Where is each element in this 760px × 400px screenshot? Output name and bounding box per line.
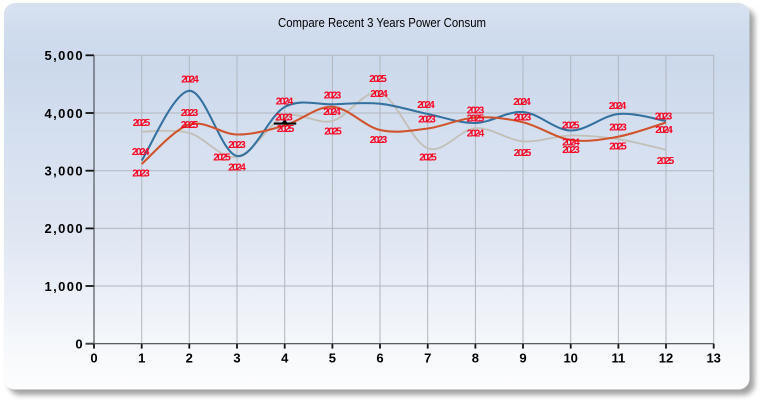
svg-text:2,000: 2,000: [44, 221, 84, 236]
svg-text:0: 0: [90, 351, 97, 366]
svg-text:2024: 2024: [276, 97, 294, 108]
svg-text:2024: 2024: [513, 97, 531, 108]
svg-text:2024: 2024: [417, 100, 435, 111]
svg-text:2024: 2024: [562, 137, 580, 148]
svg-text:2024: 2024: [323, 107, 341, 118]
svg-text:2023: 2023: [514, 112, 532, 123]
svg-text:10: 10: [563, 351, 577, 366]
svg-text:2024: 2024: [609, 101, 627, 112]
svg-text:2024: 2024: [228, 162, 246, 173]
svg-text:2025: 2025: [181, 120, 199, 131]
svg-text:2023: 2023: [181, 108, 199, 119]
svg-text:2023: 2023: [609, 122, 627, 133]
svg-text:2023: 2023: [418, 115, 436, 126]
svg-text:2025: 2025: [213, 153, 231, 164]
svg-text:2025: 2025: [133, 118, 151, 129]
svg-text:5: 5: [329, 351, 336, 366]
svg-text:1,000: 1,000: [44, 279, 84, 294]
svg-text:8: 8: [472, 351, 479, 366]
svg-text:2025: 2025: [467, 113, 485, 124]
svg-text:2025: 2025: [277, 124, 295, 135]
svg-text:2023: 2023: [228, 140, 246, 151]
svg-text:2025: 2025: [562, 120, 580, 131]
svg-text:2024: 2024: [467, 128, 485, 139]
svg-text:2025: 2025: [369, 74, 387, 85]
svg-text:9: 9: [519, 351, 526, 366]
svg-text:2024: 2024: [370, 89, 388, 100]
svg-text:2023: 2023: [467, 105, 485, 116]
svg-text:2023: 2023: [324, 91, 342, 102]
svg-text:2023: 2023: [275, 113, 293, 124]
svg-text:3,000: 3,000: [44, 164, 84, 179]
svg-text:6: 6: [376, 351, 383, 366]
svg-text:5,000: 5,000: [44, 48, 84, 63]
svg-text:4,000: 4,000: [44, 106, 84, 121]
svg-text:2023: 2023: [132, 169, 150, 180]
svg-text:2023: 2023: [655, 111, 673, 122]
svg-text:2024: 2024: [181, 75, 199, 86]
svg-text:2023: 2023: [562, 145, 580, 156]
svg-text:7: 7: [424, 351, 431, 366]
svg-text:2025: 2025: [514, 148, 532, 159]
svg-text:4: 4: [281, 351, 289, 366]
svg-text:13: 13: [706, 351, 720, 366]
svg-text:12: 12: [659, 351, 673, 366]
svg-text:Compare Recent 3 Years Power C: Compare Recent 3 Years Power Consum: [278, 16, 486, 30]
svg-text:2025: 2025: [657, 156, 675, 167]
svg-text:2023: 2023: [370, 135, 388, 146]
svg-text:2: 2: [186, 351, 193, 366]
svg-text:2025: 2025: [609, 142, 627, 153]
svg-text:2024: 2024: [655, 125, 673, 136]
svg-text:0: 0: [75, 337, 84, 352]
svg-text:2024: 2024: [132, 147, 150, 158]
svg-text:2025: 2025: [419, 153, 437, 164]
svg-text:1: 1: [138, 351, 145, 366]
svg-text:11: 11: [612, 351, 626, 366]
svg-text:3: 3: [233, 351, 240, 366]
svg-text:2025: 2025: [324, 127, 342, 138]
